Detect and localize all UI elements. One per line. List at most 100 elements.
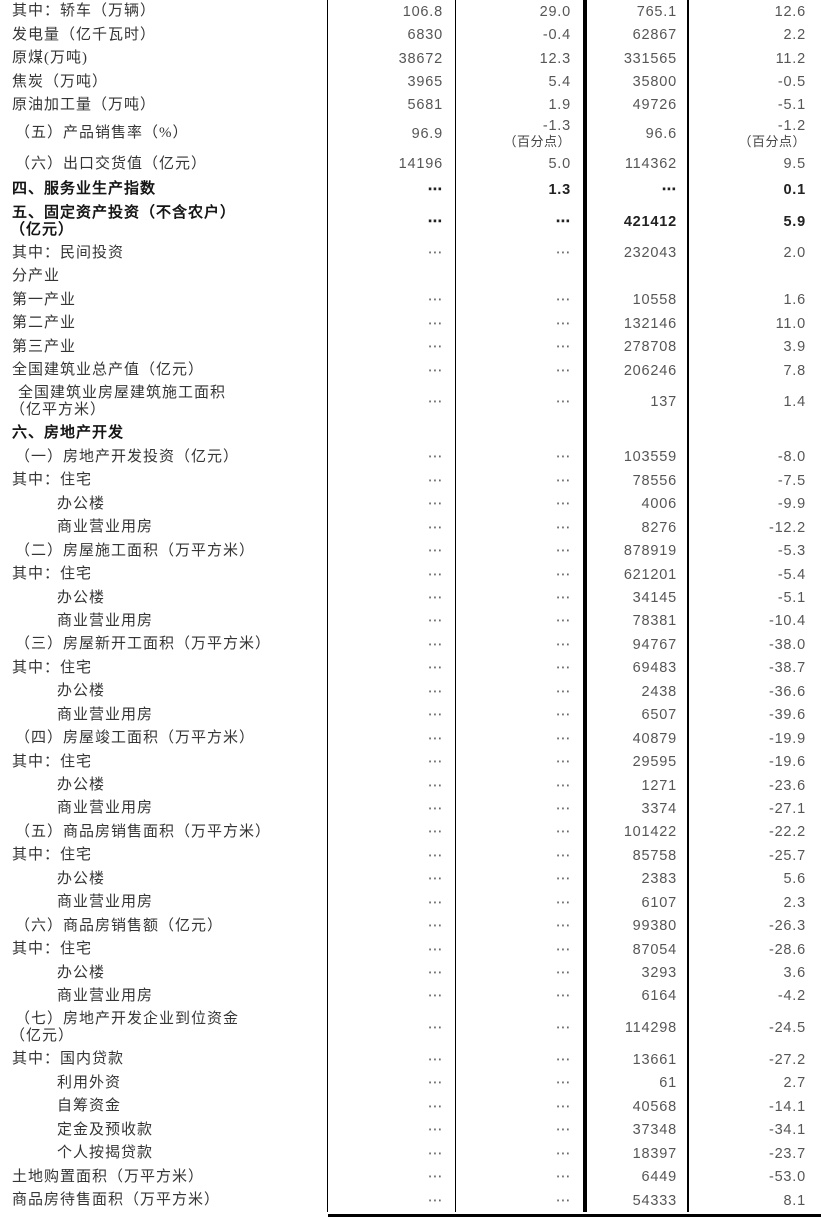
- value-text: ⋯: [555, 1020, 571, 1037]
- value-text: 12.6: [774, 3, 806, 20]
- cumulative-value-cell: 6107: [587, 891, 689, 915]
- value-text: 5.4: [548, 74, 571, 91]
- growth-unit-note: （百分点）: [503, 134, 571, 150]
- period-value-cell: ⋯: [328, 680, 456, 704]
- value-text: 1271: [641, 777, 677, 794]
- period-growth-cell: ⋯: [456, 335, 587, 359]
- cumulative-growth-cell: 8.1: [689, 1189, 821, 1212]
- value-text: -1.3: [542, 118, 571, 135]
- cumulative-value-cell: 29595: [587, 750, 689, 774]
- period-value-cell: ⋯: [328, 311, 456, 336]
- cumulative-value-cell: 8276: [587, 516, 689, 540]
- table-row: （五）产品销售率（%） 96.9 -1.3 （百分点） 96.6 -1.2 （百分点）: [0, 117, 821, 151]
- indicator-label: （六）商品房销售额（亿元）: [15, 917, 224, 934]
- period-value-cell: ⋯: [328, 586, 456, 610]
- cumulative-value-cell: 35800: [587, 70, 689, 94]
- cumulative-growth-cell: 11.2: [689, 47, 821, 70]
- cumulative-growth-cell: -5.1: [689, 94, 821, 117]
- value-text: 96.9: [411, 125, 443, 142]
- table-row: （四）房屋竣工面积（万平方米） ⋯ ⋯ 40879 -19.9: [0, 726, 821, 751]
- indicator-label-cell: （六）商品房销售额（亿元）: [0, 914, 328, 938]
- cumulative-value-cell: 421412: [587, 201, 689, 242]
- value-text: -28.6: [768, 941, 806, 958]
- period-growth-cell: ⋯: [456, 867, 587, 891]
- value-text: ⋯: [427, 1098, 443, 1115]
- indicator-label-cell: 原煤(万吨): [0, 46, 328, 71]
- value-text: 5.9: [783, 213, 806, 230]
- value-text: 878919: [623, 543, 677, 560]
- value-text: 621201: [623, 566, 677, 583]
- value-text: 9.5: [783, 156, 806, 173]
- indicator-label-cell: 其中：住宅: [0, 844, 328, 868]
- value-text: 765.1: [636, 3, 677, 20]
- table-row: 商业营业用房 ⋯ ⋯ 3374 -27.1: [0, 797, 821, 821]
- value-text: -5.3: [777, 543, 806, 560]
- indicator-label: 其中：民间投资: [12, 244, 125, 261]
- cumulative-value-cell: 78556: [587, 469, 689, 493]
- table-row: （七）房地产开发企业到位资金 （亿元） ⋯ ⋯ 114298 -24.5: [0, 1008, 821, 1049]
- value-text: -10.4: [768, 613, 806, 630]
- value-text: ⋯: [555, 871, 571, 888]
- indicator-label: 其中：住宅: [12, 753, 93, 770]
- value-text: ⋯: [555, 339, 571, 356]
- period-value-cell: ⋯: [328, 241, 456, 266]
- table-row: （五）商品房销售面积（万平方米） ⋯ ⋯ 101422 -22.2: [0, 820, 821, 845]
- value-text: ⋯: [555, 519, 571, 536]
- value-text: 2438: [641, 683, 677, 700]
- value-text: ⋯: [555, 965, 571, 982]
- indicator-label: 其中：轿车（万辆）: [12, 3, 157, 20]
- value-text: ⋯: [555, 660, 571, 677]
- indicator-label: （三）房屋新开工面积（万平方米）: [15, 636, 272, 653]
- cumulative-value-cell: 99380: [587, 914, 689, 938]
- value-text: 5.0: [548, 156, 571, 173]
- period-value-cell: ⋯: [328, 562, 456, 587]
- period-growth-cell: [456, 422, 587, 446]
- indicator-label-cell: 商业营业用房: [0, 891, 328, 915]
- value-text: 12.3: [539, 50, 571, 67]
- value-text: 37348: [632, 1122, 677, 1139]
- cumulative-growth-cell: -5.3: [689, 539, 821, 562]
- cumulative-value-cell: 765.1: [587, 0, 689, 24]
- value-text: 78556: [632, 472, 677, 489]
- value-text: ⋯: [427, 181, 443, 198]
- indicator-label-cell: 四、服务业生产指数: [0, 178, 328, 202]
- cumulative-growth-cell: 0.1: [689, 178, 821, 201]
- value-text: 6107: [641, 894, 677, 911]
- indicator-label-cell: 办公楼: [0, 961, 328, 985]
- cumulative-value-cell: 132146: [587, 311, 689, 336]
- value-text: -4.2: [777, 988, 806, 1005]
- cumulative-growth-cell: -24.5: [689, 1008, 821, 1048]
- cumulative-growth-cell: -4.2: [689, 985, 821, 1008]
- indicator-label: 第二产业: [12, 315, 77, 332]
- cumulative-value-cell: 37348: [587, 1118, 689, 1142]
- value-text: 40879: [632, 730, 677, 747]
- value-text: 6830: [407, 27, 443, 44]
- value-text: ⋯: [555, 613, 571, 630]
- cumulative-value-cell: 96.6: [587, 117, 689, 151]
- cumulative-value-cell: 2438: [587, 680, 689, 704]
- indicator-label-cell: （二）房屋施工面积（万平方米）: [0, 539, 328, 563]
- value-text: ⋯: [661, 181, 677, 198]
- cumulative-growth-cell: -34.1: [689, 1119, 821, 1142]
- period-growth-cell: ⋯: [456, 1071, 587, 1096]
- cumulative-growth-cell: -27.1: [689, 797, 821, 820]
- cumulative-growth-cell: -25.7: [689, 844, 821, 867]
- period-value-cell: ⋯: [328, 1071, 456, 1096]
- cumulative-growth-cell: 5.6: [689, 868, 821, 891]
- value-text: 18397: [632, 1145, 677, 1162]
- value-text: -5.4: [777, 566, 806, 583]
- value-text: ⋯: [427, 636, 443, 653]
- value-text: ⋯: [555, 315, 571, 332]
- table-row: 商业营业用房 ⋯ ⋯ 6507 -39.6: [0, 703, 821, 727]
- value-text: 94767: [632, 636, 677, 653]
- indicator-label: （五）产品销售率（%）: [15, 125, 189, 142]
- value-text: -27.1: [768, 800, 806, 817]
- indicator-label: 商业营业用房: [57, 612, 154, 629]
- value-text: ⋯: [427, 566, 443, 583]
- table-row: 个人按揭贷款 ⋯ ⋯ 18397 -23.7: [0, 1141, 821, 1166]
- indicator-label-cell: 发电量（亿千瓦时）: [0, 23, 328, 47]
- value-text: ⋯: [427, 894, 443, 911]
- cumulative-value-cell: 103559: [587, 445, 689, 470]
- value-text: -53.0: [768, 1169, 806, 1186]
